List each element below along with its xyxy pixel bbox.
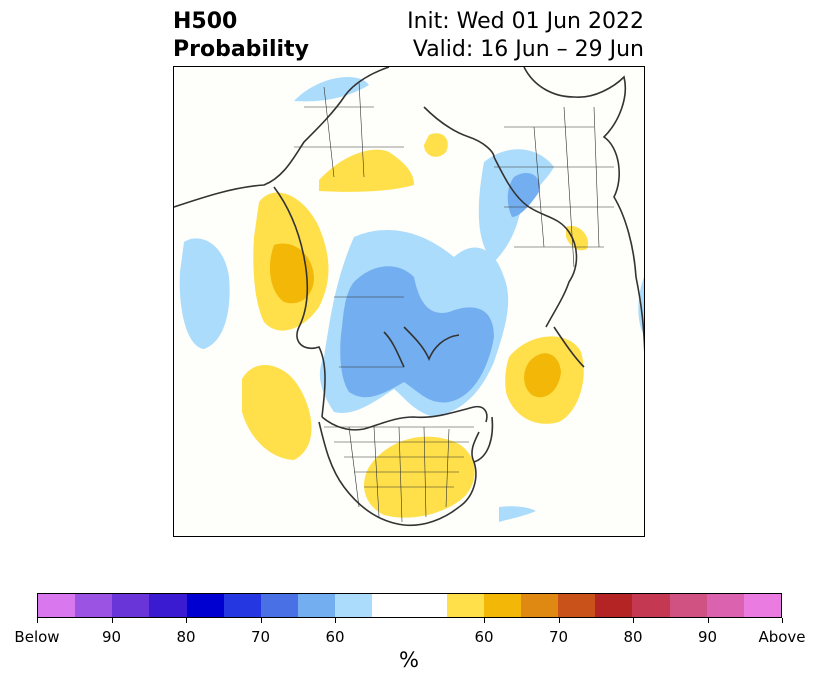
colorbar-tick-label: 60: [474, 628, 494, 646]
colorbar-segment: [186, 594, 224, 617]
valid-range: Valid: 16 Jun – 29 Jun: [412, 37, 644, 62]
colorbar-tick-label: 90: [101, 628, 122, 646]
colorbar-tick-mark: [335, 618, 336, 623]
colorbar-tick-label: 80: [623, 628, 643, 646]
colorbar-segment: [149, 594, 187, 617]
colorbar-segment: [446, 594, 484, 617]
init-date: Init: Wed 01 Jun 2022: [407, 9, 644, 34]
land-outlines: [174, 67, 644, 527]
colorbar-segment: [521, 594, 559, 617]
colorbar-segment: [669, 594, 707, 617]
title-type: Probability: [173, 37, 309, 62]
colorbar-tick-label: 60: [325, 628, 345, 646]
colorbar-tick-mark: [260, 618, 262, 623]
colorbar-segment: [335, 594, 373, 617]
colorbar-tick-mark: [111, 618, 113, 623]
colorbar-segment: [372, 594, 447, 617]
colorbar-segment: [743, 594, 782, 617]
colorbar-segment: [112, 594, 150, 617]
colorbar-segment: [558, 594, 596, 617]
probability-map-svg: [174, 67, 644, 527]
colorbar-tick-mark: [707, 618, 709, 623]
colorbar-tick-mark: [633, 618, 634, 623]
colorbar-segment: [260, 594, 299, 617]
colorbar-tick-label: 70: [250, 628, 271, 646]
political-borders: [294, 81, 614, 523]
colorbar-tick-label: 90: [697, 628, 718, 646]
colorbar-segment: [595, 594, 633, 617]
colorbar-unit-label: %: [399, 648, 419, 672]
colorbar-segment: [223, 594, 261, 617]
colorbar-segment: [632, 594, 670, 617]
colorbar-segment: [483, 594, 522, 617]
above-normal-70-areas: [269, 243, 561, 398]
below-normal-70-areas: [340, 172, 540, 403]
colorbar-tick-label: 80: [176, 628, 196, 646]
colorbar-segment: [75, 594, 113, 617]
colorbar-tick-mark: [186, 618, 187, 623]
title-variable: H500: [173, 9, 238, 34]
title-left: H500 Probability: [173, 8, 309, 64]
colorbar-tick-mark: [782, 618, 783, 623]
colorbar-tick-label: Above: [758, 628, 806, 646]
title-right: Init: Wed 01 Jun 2022 Valid: 16 Jun – 29…: [407, 8, 644, 64]
colorbar-tick-label: 70: [548, 628, 569, 646]
polar-map: [173, 66, 645, 537]
colorbar-tick-label: Below: [14, 628, 60, 646]
colorbar-tick-mark: [37, 618, 38, 623]
colorbar-segment: [706, 594, 744, 617]
colorbar-segment: [298, 594, 336, 617]
colorbar: [37, 593, 782, 618]
colorbar-tick-mark: [558, 618, 560, 623]
colorbar-tick-mark: [484, 618, 485, 623]
colorbar-segment: [38, 594, 76, 617]
